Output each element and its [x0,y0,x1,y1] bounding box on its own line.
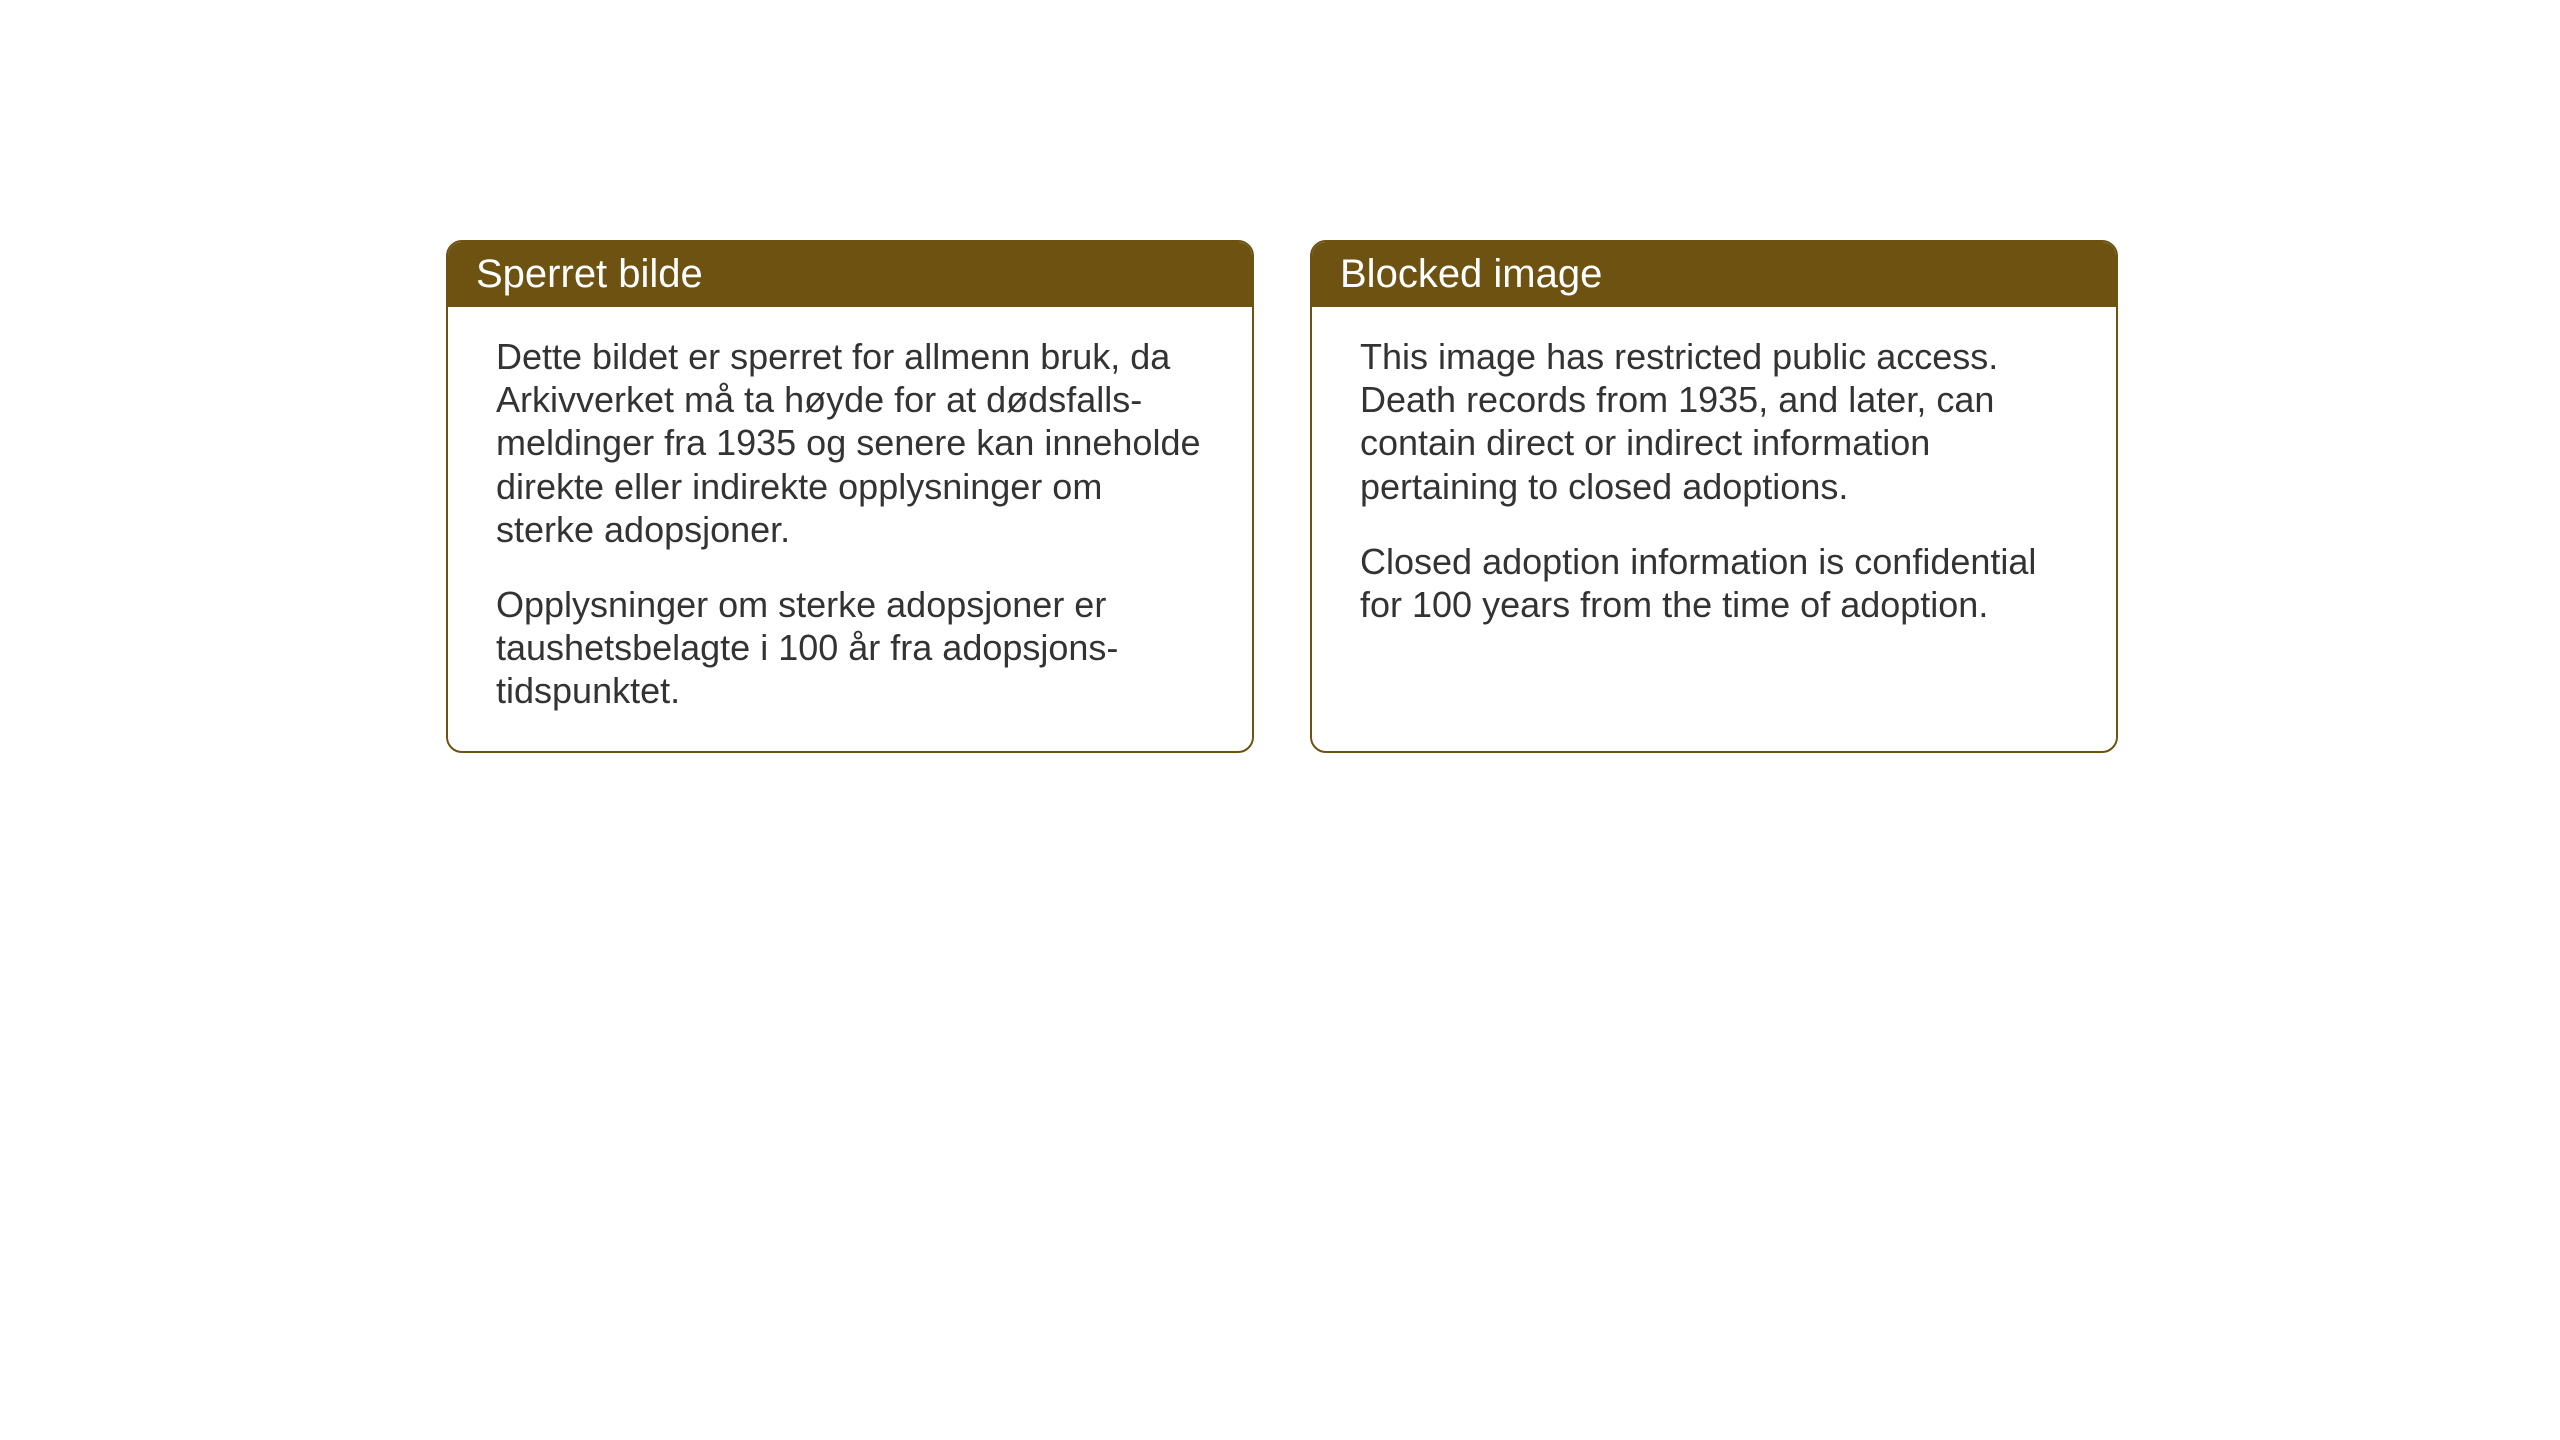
english-card-title: Blocked image [1340,252,1602,296]
english-paragraph-1: This image has restricted public access.… [1360,335,2068,508]
norwegian-card-body: Dette bildet er sperret for allmenn bruk… [448,307,1252,751]
norwegian-paragraph-2: Opplysninger om sterke adopsjoner er tau… [496,583,1204,713]
norwegian-notice-card: Sperret bilde Dette bildet er sperret fo… [446,240,1254,753]
english-paragraph-2: Closed adoption information is confident… [1360,540,2068,626]
norwegian-paragraph-1: Dette bildet er sperret for allmenn bruk… [496,335,1204,551]
english-card-body: This image has restricted public access.… [1312,307,2116,747]
notice-container: Sperret bilde Dette bildet er sperret fo… [446,240,2118,753]
english-card-header: Blocked image [1312,242,2116,307]
norwegian-card-title: Sperret bilde [476,252,703,296]
english-notice-card: Blocked image This image has restricted … [1310,240,2118,753]
norwegian-card-header: Sperret bilde [448,242,1252,307]
